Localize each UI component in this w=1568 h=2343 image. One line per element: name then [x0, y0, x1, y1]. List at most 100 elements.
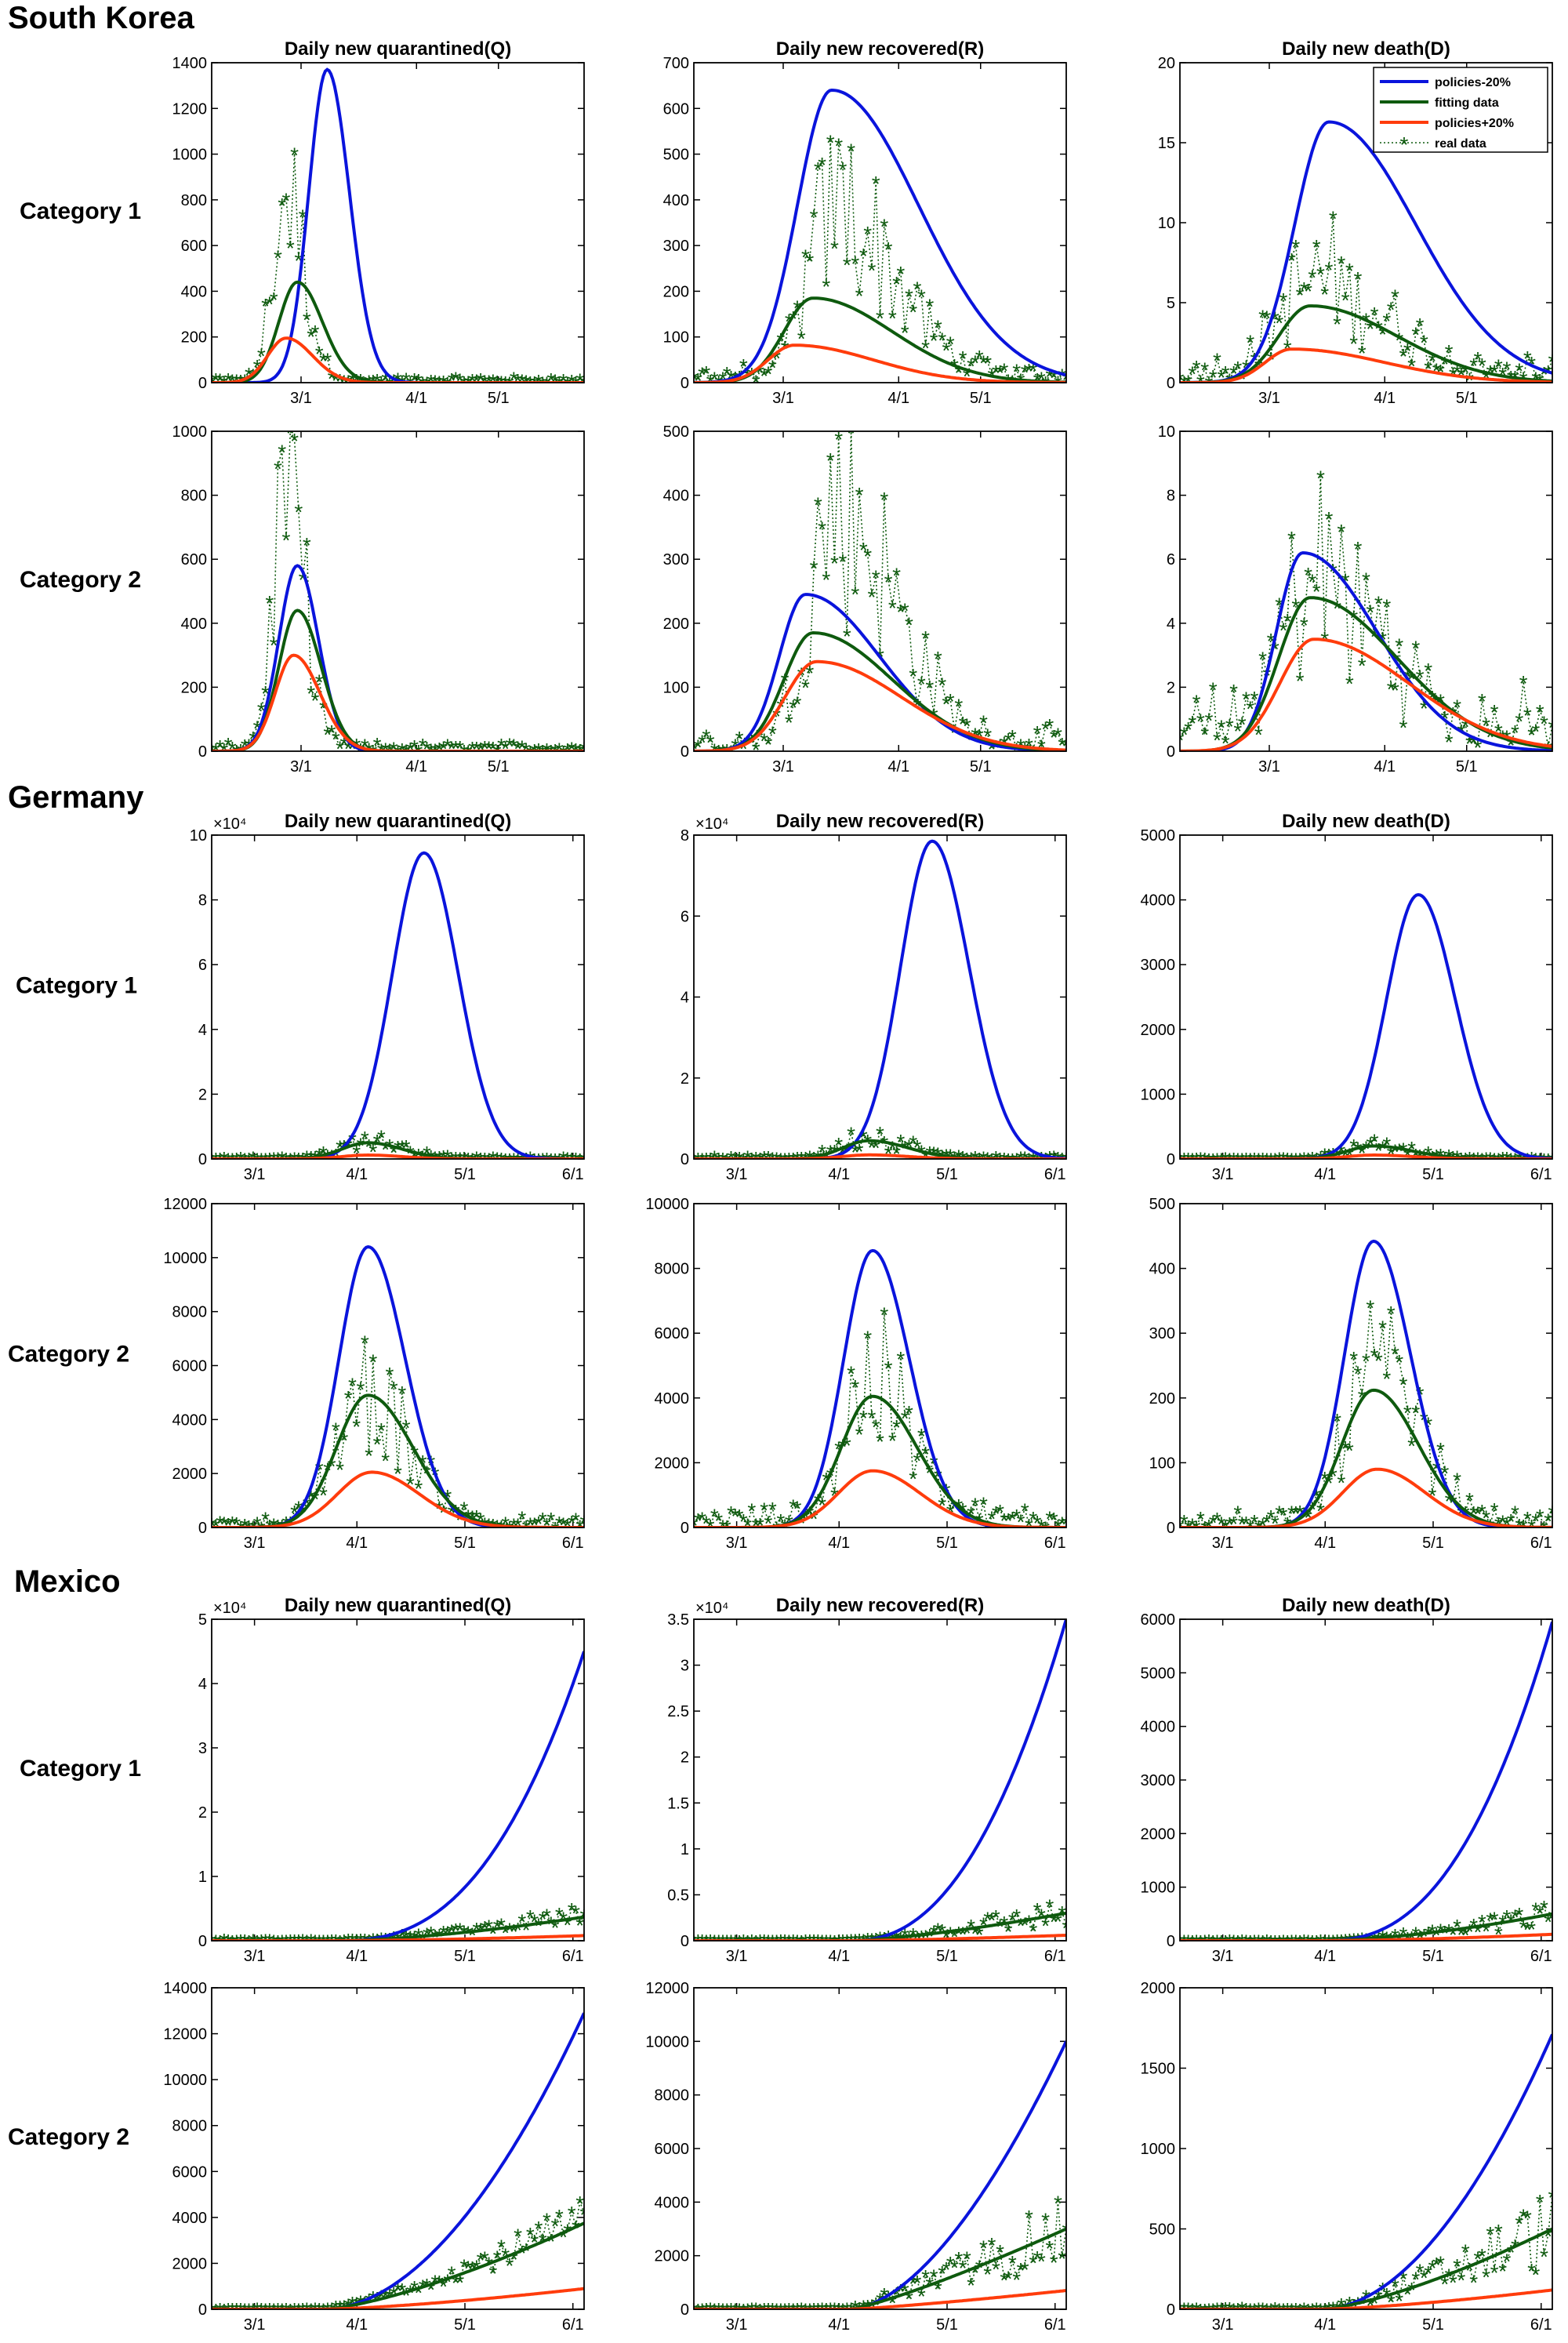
plot-area: ****************************************…: [1180, 120, 1552, 383]
real-data-point: *: [468, 1148, 477, 1172]
real-data-point: *: [249, 1147, 257, 1172]
real-data-point: *: [493, 2246, 502, 2270]
y-tick-label: 0: [198, 375, 207, 392]
legend-label: policies+20%: [1435, 117, 1514, 130]
y-tick-label: 4000: [655, 1390, 690, 1408]
real-data-point: *: [1291, 1148, 1300, 1172]
real-data-point: *: [1225, 714, 1234, 739]
real-data-point: *: [1490, 1148, 1499, 1172]
real-data-point: *: [402, 1925, 411, 1949]
real-data-point: *: [1486, 2222, 1494, 2247]
real-data-point: *: [793, 2298, 801, 2323]
series-line-policies-20-: [694, 593, 1066, 751]
y-tick-label: 400: [181, 616, 207, 633]
real-data-point: *: [1548, 1905, 1557, 1929]
real-data-point: *: [534, 1913, 543, 1938]
y-tick-label: 0: [681, 1933, 689, 1950]
real-data-point: *: [988, 365, 996, 389]
real-data-point: *: [863, 222, 872, 246]
real-data-point: *: [938, 2261, 946, 2286]
real-data-point: *: [934, 1918, 942, 1942]
real-data-point: *: [752, 370, 760, 394]
real-data-point: *: [348, 1373, 357, 1397]
real-data-point: *: [439, 371, 448, 395]
real-data-point: *: [551, 1916, 560, 1940]
real-data-point: *: [876, 1122, 884, 1146]
real-data-point: *: [863, 1327, 872, 1351]
real-data-point: *: [1540, 2245, 1548, 2269]
panel-title: Daily new recovered(R): [776, 811, 984, 832]
real-data-point: *: [805, 1502, 814, 1527]
real-data-point: *: [942, 2258, 950, 2282]
panel-frame: [1179, 834, 1553, 1160]
row-label: Category 1: [20, 1756, 141, 1782]
y-tick-label: 600: [181, 238, 207, 255]
real-data-point: *: [1025, 1149, 1033, 1173]
real-data-point: *: [801, 675, 810, 699]
real-data-point: *: [851, 1375, 859, 1400]
real-data-point: *: [942, 1144, 950, 1168]
real-data-point: *: [768, 1148, 777, 1172]
real-data-point: *: [1000, 2268, 1008, 2292]
real-data-point: *: [1180, 722, 1189, 746]
real-data-point: *: [261, 294, 270, 318]
real-data-point: *: [1432, 2253, 1441, 2277]
real-data-point: *: [216, 369, 224, 394]
real-data-point: *: [1229, 2298, 1238, 2323]
real-data-point: *: [1012, 2268, 1021, 2292]
real-data-point: *: [241, 2299, 249, 2323]
real-data-point: *: [694, 1148, 702, 1172]
real-data-point: *: [423, 372, 431, 397]
real-data-point: *: [1233, 1931, 1242, 1955]
real-data-point: *: [328, 2298, 336, 2322]
real-data-point: *: [1515, 1903, 1523, 1927]
real-data-point: *: [1395, 328, 1403, 352]
real-data-point: *: [1246, 1516, 1254, 1540]
real-data-point: *: [1209, 678, 1218, 703]
real-data-point: *: [323, 1146, 332, 1170]
real-data-point: *: [822, 568, 830, 592]
real-data-point: *: [938, 328, 946, 352]
real-data-point: *: [365, 1135, 373, 1159]
real-data-point: *: [253, 717, 262, 741]
real-data-point: *: [1221, 1148, 1230, 1172]
x-tick-label: 3/1: [1258, 758, 1280, 776]
real-data-point: *: [261, 1930, 270, 1954]
real-data-point: *: [959, 1922, 967, 1946]
real-data-point: *: [1250, 687, 1259, 711]
y-tick-label: 4000: [655, 2194, 690, 2211]
real-data-point: *: [876, 306, 884, 330]
real-data-point: *: [497, 1148, 506, 1172]
real-data-point: *: [224, 1930, 233, 1954]
real-data-point: *: [477, 1508, 485, 1532]
real-data-point: *: [394, 2279, 402, 2303]
real-data-point: *: [575, 2192, 584, 2216]
real-data-point: *: [224, 1148, 233, 1172]
panel-frame: [211, 62, 585, 383]
real-data-point: *: [959, 347, 967, 371]
real-data-point: *: [764, 1146, 773, 1171]
real-data-line: [694, 2201, 1066, 2309]
real-data-point: *: [822, 1931, 830, 1955]
real-data-point: *: [1021, 738, 1029, 762]
real-data-point: *: [727, 1146, 735, 1171]
real-data-point: *: [1258, 1148, 1267, 1172]
real-data-point: *: [880, 1303, 888, 1328]
real-data-point: *: [690, 2298, 699, 2323]
y-tick-label: 0: [198, 2301, 207, 2319]
real-data-point: *: [253, 1148, 262, 1172]
real-data-point: *: [332, 2296, 340, 2320]
real-data-point: *: [1004, 728, 1013, 753]
real-data-point: *: [1382, 594, 1391, 619]
real-data-point: *: [826, 1140, 835, 1164]
x-tick-label: 6/1: [1044, 1535, 1066, 1552]
real-data-point: *: [1358, 1928, 1367, 1952]
real-data-point: *: [1242, 1148, 1250, 1172]
y-tick-label: 8: [1167, 488, 1175, 505]
real-data-point: *: [917, 285, 926, 309]
real-data-point: *: [781, 2298, 789, 2323]
plot-area: ****************************************…: [212, 1651, 584, 1954]
x-tick-label: 4/1: [346, 1948, 368, 1965]
real-data-point: *: [1544, 1509, 1552, 1533]
